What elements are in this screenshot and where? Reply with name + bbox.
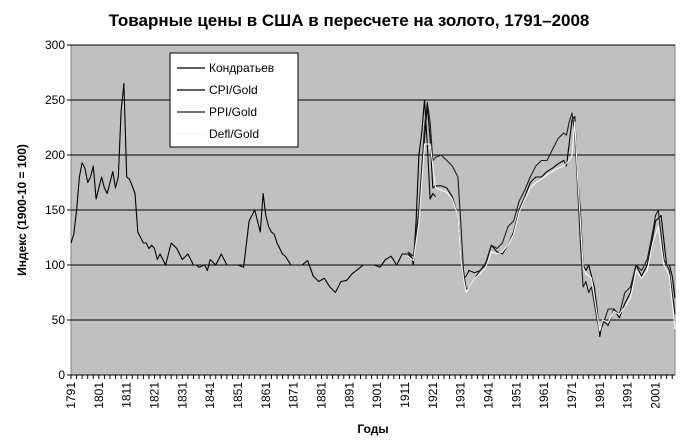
legend-label-4: Defl/Gold xyxy=(209,127,259,141)
series-line-3 xyxy=(407,101,676,332)
y-axis-ticks: 0 50 100 150 200 250 300 xyxy=(45,38,71,382)
x-tick-label: 1851 xyxy=(231,382,245,409)
x-tick-label: 1971 xyxy=(565,382,579,409)
x-tick-label: 1951 xyxy=(509,382,523,409)
legend: Кондратьев CPI/Gold PPI/Gold Defl/Gold xyxy=(169,52,299,148)
series-line-4 xyxy=(407,121,676,332)
series-line-1 xyxy=(70,82,437,294)
x-tick-label: 1791 xyxy=(64,382,78,409)
y-tick-label: 100 xyxy=(45,258,65,272)
x-tick-label: 1831 xyxy=(175,382,189,409)
y-tick-label: 50 xyxy=(52,313,66,327)
x-tick-label: 2001 xyxy=(649,382,663,409)
x-tick-label: 1811 xyxy=(120,382,134,408)
x-tick-label: 1901 xyxy=(370,382,384,409)
x-tick-label: 1881 xyxy=(315,382,329,409)
legend-label-3: PPI/Gold xyxy=(209,105,257,119)
legend-box xyxy=(169,52,299,148)
x-tick-label: 1941 xyxy=(482,382,496,409)
y-tick-label: 150 xyxy=(45,203,65,217)
y-axis-label: Индекс (1900-10 = 100) xyxy=(15,144,29,276)
x-tick-label: 1871 xyxy=(287,382,301,409)
x-axis-label: Годы xyxy=(357,422,388,436)
y-tick-label: 250 xyxy=(45,93,65,107)
x-tick-label: 1931 xyxy=(454,382,468,409)
legend-label-1: Кондратьев xyxy=(209,61,274,75)
x-tick-label: 1911 xyxy=(398,382,412,408)
x-axis-ticks: 1791 1801 1811 1821 1831 1841 1851 1861 1871 1881… xyxy=(64,374,675,409)
x-tick-label: 1801 xyxy=(92,382,106,409)
x-tick-label: 1961 xyxy=(537,382,551,409)
y-tick-label: 300 xyxy=(45,38,65,52)
legend-label-2: CPI/Gold xyxy=(209,83,258,97)
x-tick-label: 1921 xyxy=(426,382,440,409)
x-tick-label: 1821 xyxy=(148,382,162,409)
y-tick-label: 0 xyxy=(58,368,65,382)
x-tick-label: 1991 xyxy=(621,382,635,409)
series-line-2 xyxy=(407,104,676,338)
series-lines xyxy=(70,82,676,338)
x-tick-label: 1841 xyxy=(203,382,217,409)
x-tick-label: 1891 xyxy=(342,382,356,409)
y-tick-label: 200 xyxy=(45,148,65,162)
x-tick-label: 1981 xyxy=(593,382,607,409)
chart-title: Товарные цены в США в пересчете на золот… xyxy=(109,11,590,30)
x-tick-label: 1861 xyxy=(259,382,273,409)
